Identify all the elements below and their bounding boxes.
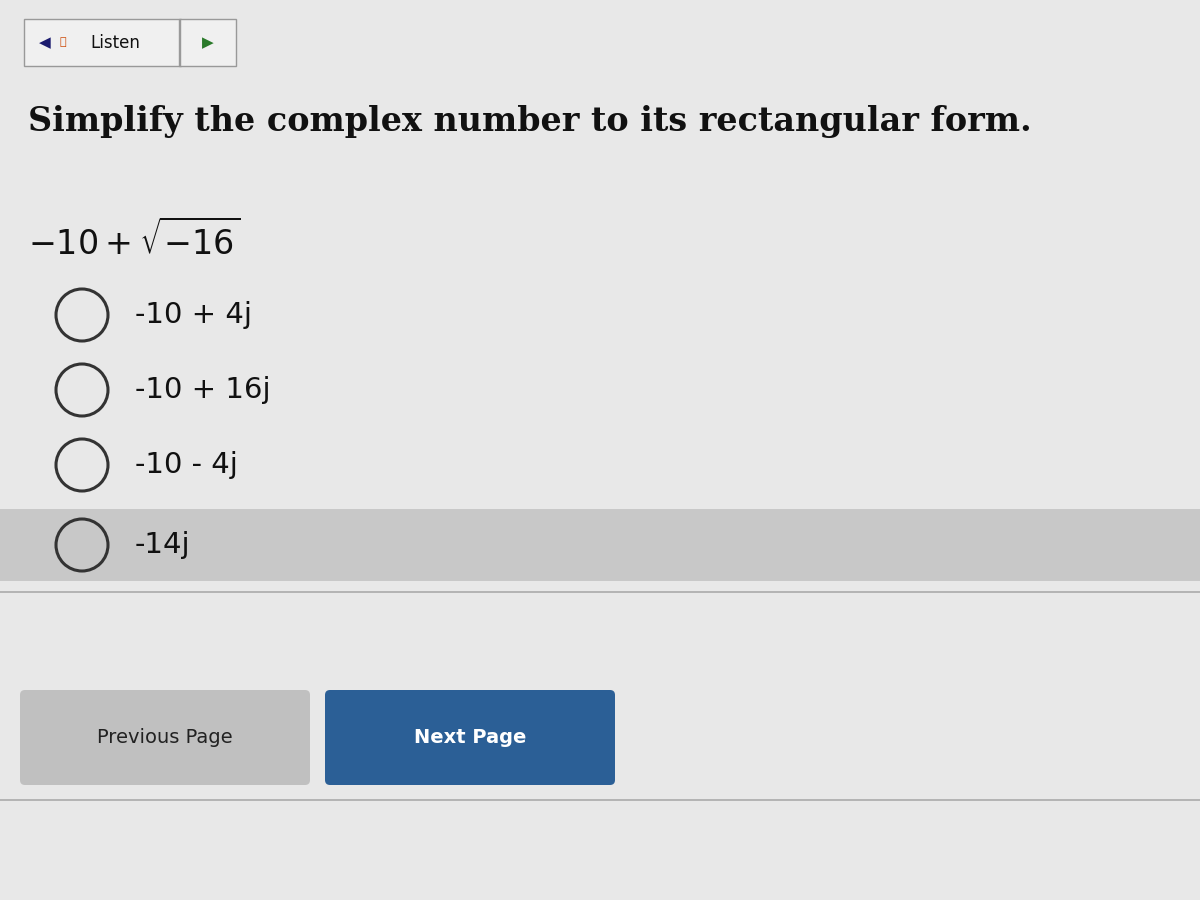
Text: ⦾: ⦾ <box>60 38 66 48</box>
Text: -10 - 4j: -10 - 4j <box>134 451 238 479</box>
Text: Next Page: Next Page <box>414 728 526 747</box>
Text: -10 + 4j: -10 + 4j <box>134 301 252 329</box>
Text: Listen: Listen <box>90 33 140 51</box>
Text: -14j: -14j <box>134 531 191 559</box>
FancyBboxPatch shape <box>24 19 181 66</box>
Text: ◀: ◀ <box>40 35 50 50</box>
Text: Simplify the complex number to its rectangular form.: Simplify the complex number to its recta… <box>28 105 1032 138</box>
Text: ▶: ▶ <box>202 35 214 50</box>
FancyBboxPatch shape <box>20 690 310 785</box>
Text: $-10 + \sqrt{-16}$: $-10 + \sqrt{-16}$ <box>28 220 240 262</box>
Text: Previous Page: Previous Page <box>97 728 233 747</box>
FancyBboxPatch shape <box>325 690 616 785</box>
Text: -10 + 16j: -10 + 16j <box>134 376 271 404</box>
FancyBboxPatch shape <box>179 19 236 66</box>
FancyBboxPatch shape <box>0 509 1200 580</box>
